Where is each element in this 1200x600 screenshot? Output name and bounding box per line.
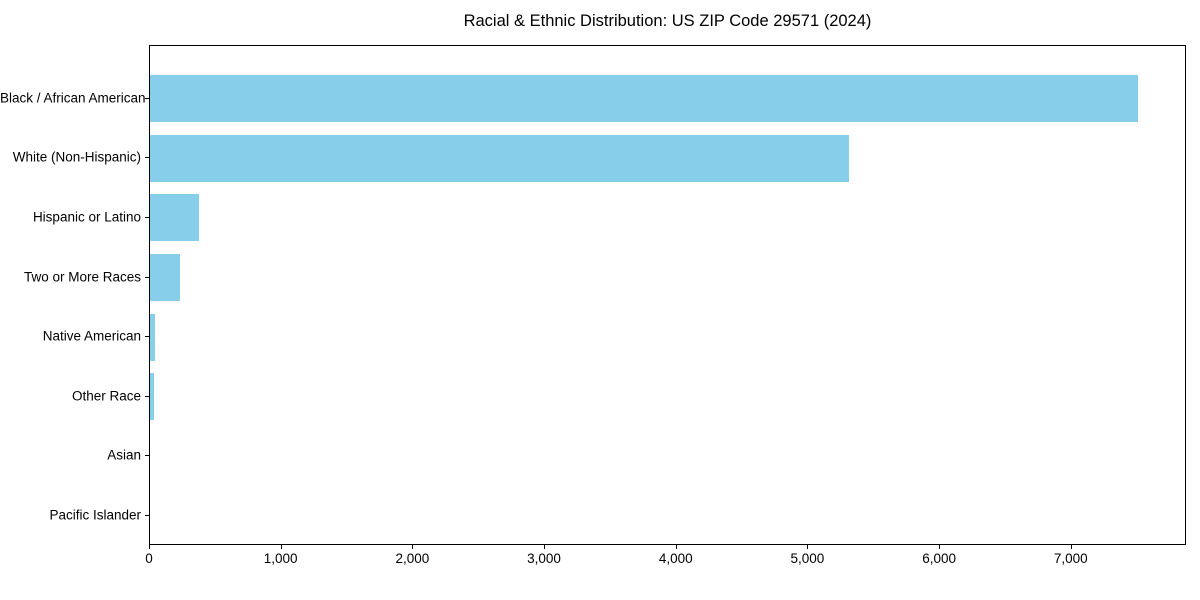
ytick-mark: [145, 514, 149, 516]
ytick-mark: [145, 455, 149, 457]
ytick-label: Hispanic or Latino: [32, 209, 141, 225]
xtick-mark: [807, 545, 809, 549]
bar: [150, 134, 850, 182]
plot-area: [149, 45, 1186, 545]
ytick-mark: [145, 336, 149, 338]
xtick-label: 6,000: [922, 551, 956, 566]
ytick-mark: [145, 157, 149, 159]
ytick-mark: [145, 276, 149, 278]
xtick-mark: [412, 545, 414, 549]
bar: [150, 313, 156, 361]
xtick-label: 5,000: [790, 551, 825, 566]
xtick-mark: [280, 545, 282, 549]
ytick-label: Black / African American: [0, 90, 146, 106]
bar: [150, 373, 154, 421]
xtick-mark: [939, 545, 941, 549]
xtick-label: 0: [145, 551, 153, 566]
xtick-label: 4,000: [658, 551, 693, 566]
ytick-mark: [145, 216, 149, 218]
xtick-label: 1,000: [263, 551, 298, 566]
xtick-mark: [544, 545, 546, 549]
xtick-label: 3,000: [527, 551, 561, 566]
ytick-label: Other Race: [71, 388, 141, 404]
bar: [150, 194, 200, 242]
xtick-label: 7,000: [1053, 551, 1088, 566]
xtick-label: 2,000: [395, 551, 430, 566]
ytick-mark: [145, 97, 149, 99]
ytick-label: Pacific Islander: [49, 507, 141, 523]
xtick-mark: [149, 545, 150, 549]
bar: [150, 254, 180, 301]
ytick-mark: [145, 395, 149, 397]
ytick-label: Two or More Races: [23, 269, 141, 284]
ytick-label: Asian: [107, 447, 141, 463]
xtick-mark: [675, 545, 677, 549]
chart-title: Racial & Ethnic Distribution: US ZIP Cod…: [463, 12, 872, 30]
ytick-label: Native American: [42, 328, 141, 344]
xtick-mark: [1070, 545, 1072, 549]
ytick-label: White (Non-Hispanic): [12, 149, 141, 165]
bar: [150, 75, 1138, 123]
